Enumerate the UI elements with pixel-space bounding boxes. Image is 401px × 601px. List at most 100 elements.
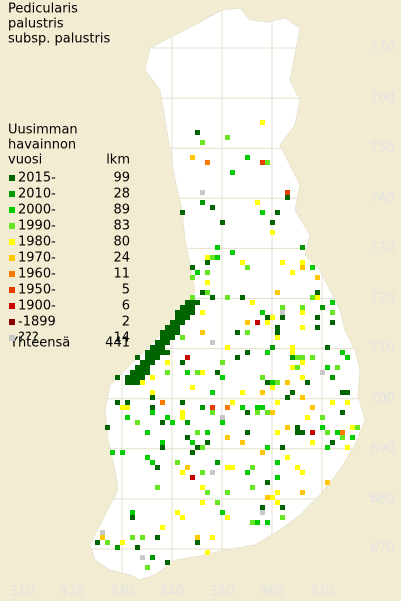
cell [230,250,235,255]
cell [105,425,110,430]
cell [155,355,160,360]
cell [325,480,330,485]
cell [215,500,220,505]
cell [275,330,280,335]
cell [125,415,130,420]
cell [245,330,250,335]
cell [160,330,165,335]
cell [260,210,265,215]
cell [225,405,230,410]
cell [260,375,265,380]
cell [260,120,265,125]
cell [150,460,155,465]
cell [180,310,185,315]
cell [245,155,250,160]
cell [210,390,215,395]
cell [265,160,270,165]
cell [300,375,305,380]
cell [135,375,140,380]
cell [175,330,180,335]
cell [220,415,225,420]
legend-label: 1960- [18,267,56,282]
cell [295,465,300,470]
cell [195,445,200,450]
y-tick-label: 760 [370,91,395,106]
cell [280,310,285,315]
cell [240,440,245,445]
cell [150,355,155,360]
cell [165,415,170,420]
cell [340,435,345,440]
cell [170,335,175,340]
cell [215,460,220,465]
cell [190,155,195,160]
cell [160,440,165,445]
cell [120,540,125,545]
cell [190,265,195,270]
cell [140,360,145,365]
cell [210,255,215,260]
cell [190,450,195,455]
cell [265,480,270,485]
cell [270,495,275,500]
cell [280,315,285,320]
cell [300,310,305,315]
cell [330,375,335,380]
cell [300,245,305,250]
cell [345,355,350,360]
title: subsp. palustris [8,32,110,47]
cell [210,405,215,410]
cell [160,525,165,530]
y-tick-label: 700 [370,391,395,406]
cell [295,430,300,435]
cell [325,445,330,450]
cell [300,325,305,330]
cell [275,490,280,495]
cell [195,270,200,275]
cell [225,135,230,140]
y-tick-label: 710 [370,341,395,356]
y-tick-label: 770 [370,41,395,56]
cell [330,300,335,305]
cell [290,350,295,355]
x-tick-label: 310 [10,585,35,600]
cell [300,470,305,475]
cell [330,320,335,325]
cell [205,290,210,295]
legend-swatch [9,191,15,197]
cell [205,270,210,275]
cell [175,310,180,315]
cell [155,345,160,350]
cell [300,430,305,435]
cell [140,365,145,370]
cell [300,355,305,360]
cell [355,425,360,430]
cell [200,470,205,475]
cell [205,430,210,435]
cell [220,375,225,380]
cell [200,445,205,450]
cell [200,330,205,335]
cell [260,160,265,165]
legend-swatch [9,319,15,325]
cell [190,440,195,445]
legend-count: 83 [113,219,130,234]
cell [240,295,245,300]
cell [135,365,140,370]
cell [150,350,155,355]
cell [160,350,165,355]
cell [165,560,170,565]
cell [150,395,155,400]
cell [300,265,305,270]
cell [120,450,125,455]
cell [205,280,210,285]
x-tick-label: 350 [210,585,235,600]
cell [175,325,180,330]
cell [310,405,315,410]
cell [220,360,225,365]
cell [270,315,275,320]
cell [170,330,175,335]
cell [275,290,280,295]
cell [145,360,150,365]
